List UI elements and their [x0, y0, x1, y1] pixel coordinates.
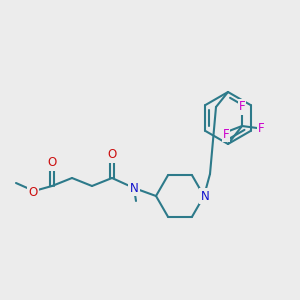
Text: O: O [28, 185, 38, 199]
Text: F: F [239, 100, 245, 113]
Text: N: N [130, 182, 138, 194]
Text: F: F [258, 122, 264, 136]
Text: O: O [107, 148, 117, 161]
Text: N: N [201, 190, 209, 202]
Text: O: O [47, 157, 57, 169]
Text: F: F [223, 128, 229, 140]
